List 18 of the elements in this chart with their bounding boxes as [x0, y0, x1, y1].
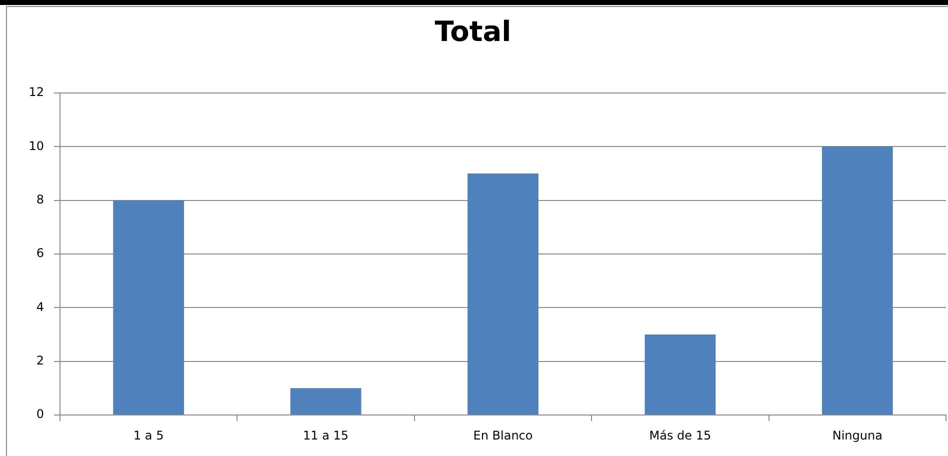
- y-tick-label: 0: [36, 407, 44, 422]
- bar: [113, 200, 184, 414]
- chart-title: Total: [434, 15, 512, 48]
- x-tick-label: Ninguna: [832, 428, 882, 442]
- bar: [822, 146, 893, 414]
- y-tick-label: 4: [36, 300, 44, 314]
- y-tick-label: 10: [28, 138, 44, 153]
- x-tick-label: 11 a 15: [303, 428, 349, 442]
- y-tick-label: 8: [36, 192, 44, 206]
- y-tick-label: 2: [36, 353, 44, 368]
- y-tick-label: 6: [36, 246, 44, 260]
- bar: [290, 388, 362, 414]
- x-tick-label: 1 a 5: [133, 428, 164, 442]
- x-tick-label: En Blanco: [473, 428, 533, 442]
- bar: [468, 174, 538, 414]
- x-tick-label: Más de 15: [649, 428, 712, 442]
- y-tick-label: 12: [28, 85, 44, 100]
- bar: [644, 334, 716, 414]
